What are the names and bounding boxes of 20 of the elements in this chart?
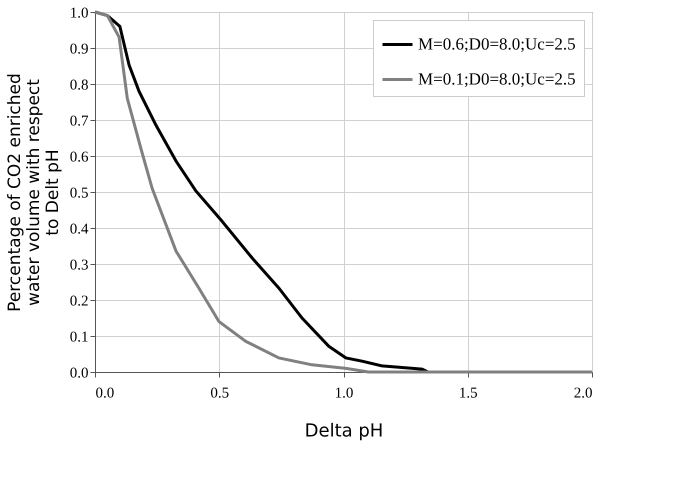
x-tick-label: 2.0 [574, 386, 592, 402]
x-axis-title: Delta pH [304, 420, 384, 442]
x-tick-label: 0.5 [210, 386, 230, 402]
y-axis-title: Percentage of CO2 enriched water volume with respect to Delt pH [4, 73, 63, 312]
y-tick-label: 0.5 [70, 186, 88, 202]
y-tick-label: 0.7 [70, 114, 89, 130]
legend-label: M=0.6;D0=8.0;Uc=2.5 [418, 34, 576, 54]
y-tick-label: 0.0 [70, 366, 88, 382]
legend-label: M=0.1;D0=8.0;Uc=2.5 [418, 70, 576, 88]
y-tick-label: 0.4 [70, 222, 89, 238]
x-tick-label: 1.0 [334, 386, 354, 402]
y-tick-label: 0.8 [70, 78, 88, 94]
x-tick-label: 0.0 [96, 386, 114, 402]
y-tick-label: 0.2 [70, 294, 88, 310]
y-tick-label: 0.9 [70, 42, 88, 58]
y-tick-label: 0.6 [70, 150, 89, 166]
y-tick-label: 1.0 [70, 6, 88, 22]
y-tick-label: 0.3 [70, 258, 88, 274]
x-tick-label: 1.5 [458, 386, 478, 402]
y-tick-label: 0.1 [70, 330, 88, 346]
